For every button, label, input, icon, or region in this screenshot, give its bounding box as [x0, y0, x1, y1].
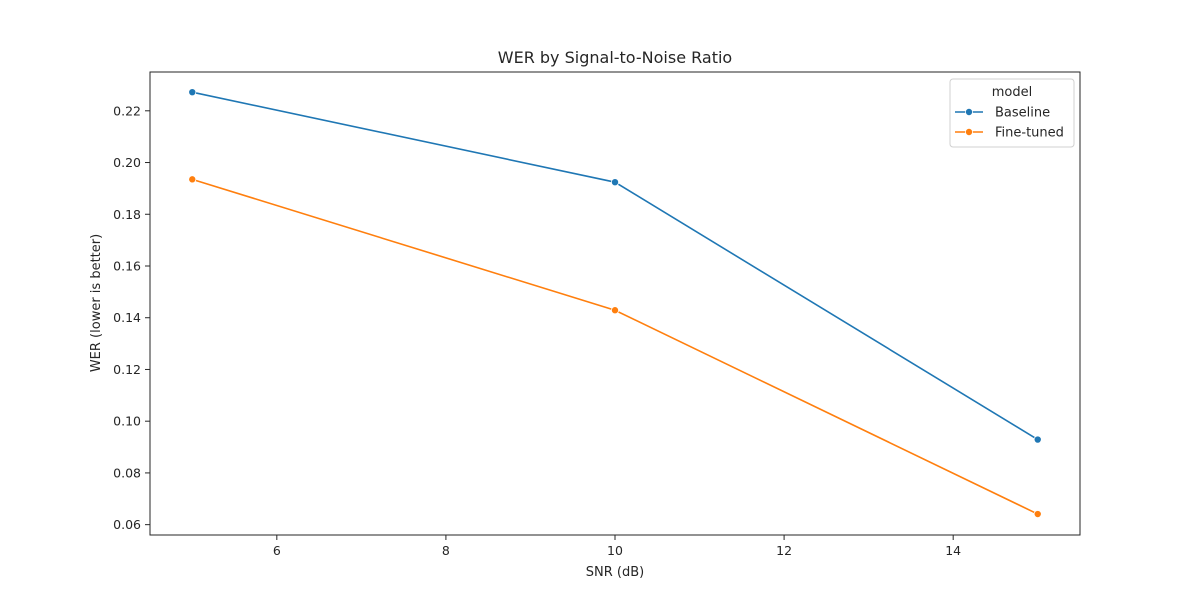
series-fine-tuned [188, 175, 1042, 519]
data-point [1033, 435, 1042, 444]
series-line [192, 178, 1039, 515]
y-tick-label: 0.08 [113, 465, 141, 480]
x-tick-label: 10 [607, 543, 623, 558]
y-axis: 0.06 0.08 0.10 0.12 0.14 0.16 0.18 0.20 0.22 [113, 103, 150, 532]
y-tick-label: 0.10 [113, 414, 141, 429]
legend-marker [965, 108, 974, 117]
x-tick-label: 6 [273, 543, 281, 558]
legend-label: Fine-tuned [995, 126, 1064, 141]
legend: model Baseline Fine-tuned [949, 78, 1075, 148]
data-point [611, 306, 620, 315]
data-point [188, 88, 197, 97]
legend-label: Baseline [995, 106, 1050, 121]
legend-item: Baseline [955, 106, 1050, 121]
x-tick-label: 8 [442, 543, 450, 558]
plot-frame [149, 71, 1081, 536]
legend-title: model [992, 85, 1032, 100]
y-tick-label: 0.18 [113, 207, 141, 222]
legend-item: Fine-tuned [955, 126, 1064, 141]
series-layer [188, 88, 1042, 519]
x-tick-label: 14 [945, 543, 961, 558]
y-tick-label: 0.20 [113, 155, 141, 170]
y-tick-label: 0.22 [113, 103, 141, 118]
legend-frame [949, 78, 1075, 148]
y-tick-label: 0.12 [113, 362, 141, 377]
legend-marker [965, 127, 974, 136]
data-point [188, 175, 197, 184]
x-axis-label: SNR (dB) [586, 565, 644, 580]
chart-title: WER by Signal-to-Noise Ratio [498, 48, 732, 67]
y-tick-label: 0.06 [113, 517, 141, 532]
plot-area [149, 71, 1081, 536]
y-tick-label: 0.14 [113, 310, 141, 325]
y-tick-label: 0.16 [113, 258, 141, 273]
x-axis: 6 8 10 12 14 [273, 535, 961, 558]
x-tick-label: 12 [776, 543, 792, 558]
data-point [611, 178, 620, 187]
y-axis-label: WER (lower is better) [89, 234, 104, 372]
series-line [192, 91, 1039, 441]
data-point [1033, 510, 1042, 519]
series-baseline [188, 88, 1042, 444]
